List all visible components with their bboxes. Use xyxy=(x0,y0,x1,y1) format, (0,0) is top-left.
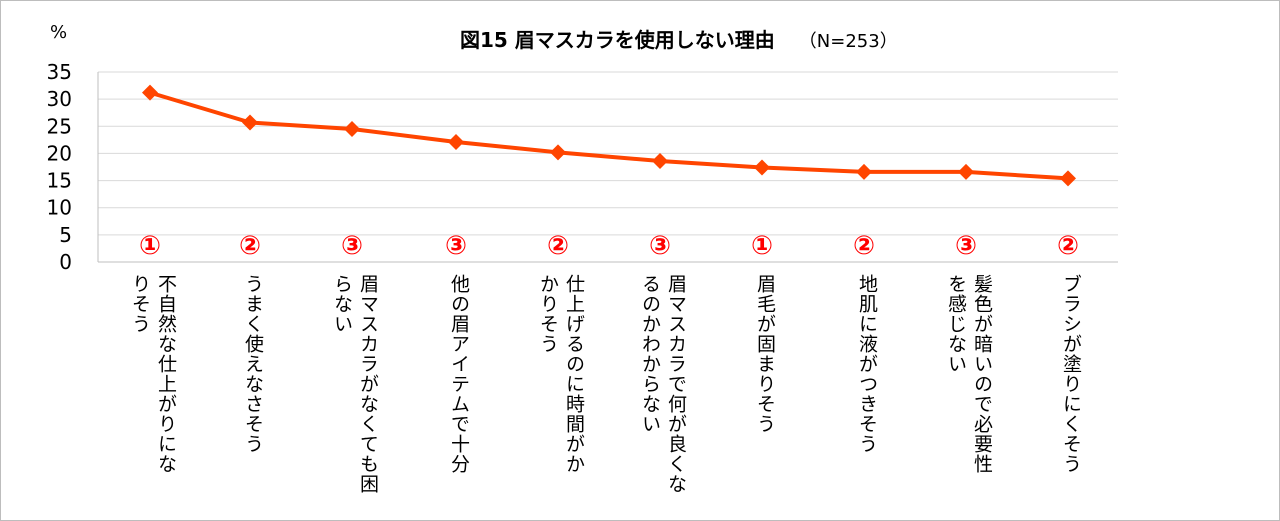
data-point-marker xyxy=(344,121,360,137)
rank-annotation: ③ xyxy=(649,231,671,261)
rank-annotation: ① xyxy=(751,231,773,261)
y-tick-label: 30 xyxy=(47,87,72,111)
x-category-label: 眉マスカラで何が良くな xyxy=(665,274,687,494)
data-point-marker xyxy=(1060,170,1076,187)
x-category-label: 他の眉アイテムで十分 xyxy=(448,274,470,474)
y-unit-label: % xyxy=(50,22,68,43)
x-category-label: りそう xyxy=(129,274,151,334)
y-tick-label: 20 xyxy=(47,141,72,165)
x-category-label: かりそう xyxy=(537,274,559,354)
x-category-label: うまく使えなさそう xyxy=(242,274,264,454)
y-tick-label: 35 xyxy=(47,60,72,84)
data-point-marker xyxy=(448,134,464,151)
data-point-marker xyxy=(550,144,566,161)
rank-annotation: ③ xyxy=(341,231,363,261)
x-category-label: 髪色が暗いので必要性 xyxy=(971,274,993,474)
x-category-label: ブラシが塗りにくそう xyxy=(1060,274,1082,474)
x-category-label: らない xyxy=(331,274,353,334)
chart-title-text: 図15 眉マスカラを使用しない理由 xyxy=(460,28,775,52)
series-line xyxy=(149,90,1069,181)
y-tick-label: 0 xyxy=(59,250,72,274)
x-category-label: 不自然な仕上がりにな xyxy=(155,274,177,474)
data-point-marker xyxy=(856,163,872,180)
x-category-label: るのかわからない xyxy=(639,274,661,434)
data-point-marker xyxy=(142,84,158,101)
rank-annotation: ① xyxy=(139,231,161,261)
data-point-marker xyxy=(652,153,668,170)
rank-annotation: ③ xyxy=(445,231,467,261)
data-point-marker xyxy=(242,114,258,131)
y-tick-label: 5 xyxy=(59,223,72,247)
y-tick-label: 25 xyxy=(47,114,72,138)
y-tick-label: 10 xyxy=(47,196,72,220)
rank-annotation: ② xyxy=(853,231,875,261)
rank-annotation: ③ xyxy=(955,231,977,261)
rank-annotation: ② xyxy=(1057,231,1079,261)
x-category-label: 眉マスカラがなくても困 xyxy=(357,274,379,494)
rank-annotation: ② xyxy=(239,231,261,261)
rank-annotation: ② xyxy=(547,231,569,261)
chart-title: 図15 眉マスカラを使用しない理由 （N=253） xyxy=(460,24,898,53)
x-category-label: 仕上げるのに時間がか xyxy=(563,274,585,474)
data-point-marker xyxy=(754,159,770,176)
y-tick-label: 15 xyxy=(47,169,72,193)
sample-size-label: （N=253） xyxy=(798,31,898,52)
x-category-label: 眉毛が固まりそう xyxy=(754,274,776,434)
x-category-label: 地肌に液がつきそう xyxy=(856,274,878,454)
data-point-marker xyxy=(958,163,974,180)
x-category-label: を感じない xyxy=(945,274,967,374)
